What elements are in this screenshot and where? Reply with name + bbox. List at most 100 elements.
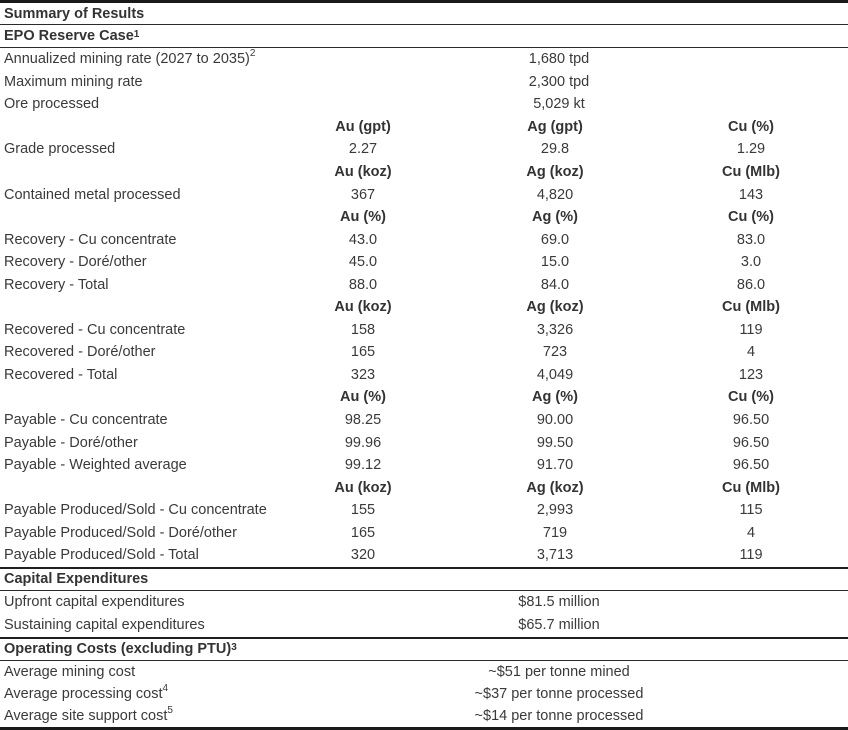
unit-au: Au (%) bbox=[340, 389, 386, 406]
table-row: Payable Produced/Sold - Doré/other 165 7… bbox=[0, 521, 848, 544]
value-au: 165 bbox=[350, 524, 376, 541]
value-au: 323 bbox=[350, 366, 376, 383]
units-header-row: Au (koz) Ag (koz) Cu (Mlb) bbox=[0, 476, 848, 499]
section-header-row: Operating Costs (excluding PTU) 3 bbox=[0, 636, 848, 661]
row-label: Average site support cost bbox=[4, 707, 168, 724]
row-label-cell: Payable - Weighted average bbox=[0, 457, 270, 473]
row-label-cell: Grade processed bbox=[0, 141, 270, 157]
unit-ag: Ag (koz) bbox=[526, 479, 584, 496]
row-value: ~$14 per tonne processed bbox=[474, 707, 644, 724]
value-ag: 3,713 bbox=[536, 547, 574, 564]
section-header-row: Capital Expenditures bbox=[0, 566, 848, 591]
row-value: ~$37 per tonne processed bbox=[474, 685, 644, 702]
row-label-cell: Recovered - Doré/other bbox=[0, 344, 270, 360]
units-header-row: Au (%) Ag (%) Cu (%) bbox=[0, 206, 848, 229]
row-label: Recovered - Doré/other bbox=[4, 344, 156, 361]
row-label: Payable - Cu concentrate bbox=[4, 412, 168, 429]
unit-cu: Cu (Mlb) bbox=[722, 299, 780, 316]
row-label-cell: Payable - Doré/other bbox=[0, 435, 270, 451]
section-header-label: EPO Reserve Case bbox=[4, 28, 134, 44]
table-row: Payable - Cu concentrate 98.25 90.00 96.… bbox=[0, 409, 848, 432]
unit-ag: Ag (%) bbox=[532, 209, 578, 226]
row-label: Recovery - Total bbox=[4, 276, 109, 293]
table-row: Payable Produced/Sold - Total 320 3,713 … bbox=[0, 544, 848, 567]
value-cu: 1.29 bbox=[736, 141, 766, 158]
row-value: $65.7 million bbox=[518, 617, 600, 634]
units-header-row: Au (koz) Ag (koz) Cu (Mlb) bbox=[0, 296, 848, 319]
value-au: 45.0 bbox=[348, 254, 378, 271]
row-label-cell: Recovery - Total bbox=[0, 277, 270, 293]
row-label-cell: Recovery - Cu concentrate bbox=[0, 232, 270, 248]
units-header-row: Au (koz) Ag (koz) Cu (Mlb) bbox=[0, 161, 848, 184]
value-au: 2.27 bbox=[348, 141, 378, 158]
unit-cu: Cu (%) bbox=[728, 209, 774, 226]
row-label: Maximum mining rate bbox=[4, 73, 143, 90]
row-value: 2,300 tpd bbox=[528, 73, 590, 90]
row-label: Recovered - Cu concentrate bbox=[4, 321, 186, 338]
value-au: 43.0 bbox=[348, 231, 378, 248]
section-header-label: Operating Costs (excluding PTU) bbox=[4, 641, 232, 658]
value-ag: 2,993 bbox=[536, 502, 574, 519]
row-label: Payable - Weighted average bbox=[4, 457, 187, 474]
value-cu: 4 bbox=[746, 524, 756, 541]
units-header-row: Au (gpt) Ag (gpt) Cu (%) bbox=[0, 116, 848, 139]
value-ag: 29.8 bbox=[540, 141, 570, 158]
unit-ag: Ag (koz) bbox=[526, 164, 584, 180]
row-label-cell: Payable - Cu concentrate bbox=[0, 412, 270, 428]
value-cu: 115 bbox=[739, 502, 763, 519]
row-label: Payable - Doré/other bbox=[4, 434, 138, 451]
row-label: Average mining cost bbox=[4, 663, 136, 680]
value-cu: 4 bbox=[746, 344, 756, 361]
table-row: Recovered - Doré/other 165 723 4 bbox=[0, 341, 848, 364]
row-label-cell: Maximum mining rate bbox=[0, 74, 270, 90]
value-cu: 96.50 bbox=[732, 412, 770, 429]
value-au: 367 bbox=[350, 186, 376, 203]
row-label-cell: Annualized mining rate (2027 to 2035)2 bbox=[0, 49, 270, 67]
table-row: Contained metal processed 367 4,820 143 bbox=[0, 183, 848, 206]
row-label-cell: Contained metal processed bbox=[0, 187, 270, 203]
unit-au: Au (koz) bbox=[334, 479, 392, 496]
value-au: 98.25 bbox=[344, 412, 382, 429]
row-label-cell: Average mining cost bbox=[0, 664, 270, 680]
value-cu: 86.0 bbox=[736, 276, 766, 293]
value-cu: 96.50 bbox=[732, 457, 770, 474]
row-label: Average processing cost bbox=[4, 685, 163, 702]
row-label: Payable Produced/Sold - Cu concentrate bbox=[4, 502, 267, 519]
table-row: Average mining cost ~$51 per tonne mined bbox=[0, 661, 848, 683]
row-label-cell: Sustaining capital expenditures bbox=[0, 617, 270, 633]
row-label: Recovery - Cu concentrate bbox=[4, 231, 177, 248]
row-label-cell: Payable Produced/Sold - Doré/other bbox=[0, 525, 270, 541]
value-au: 99.96 bbox=[344, 434, 382, 451]
value-au: 165 bbox=[350, 344, 376, 361]
value-cu: 96.50 bbox=[732, 434, 770, 451]
table-row: Maximum mining rate 2,300 tpd bbox=[0, 71, 848, 94]
row-label: Upfront capital expenditures bbox=[4, 594, 185, 611]
row-label: Grade processed bbox=[4, 141, 116, 158]
value-au: 320 bbox=[350, 547, 376, 564]
row-value: $81.5 million bbox=[518, 594, 600, 611]
table-row: Recovery - Doré/other 45.0 15.0 3.0 bbox=[0, 251, 848, 274]
value-ag: 4,820 bbox=[536, 186, 574, 203]
unit-cu: Cu (%) bbox=[728, 389, 774, 406]
unit-au: Au (koz) bbox=[334, 164, 392, 180]
value-ag: 91.70 bbox=[536, 457, 574, 474]
table-row: Ore processed 5,029 kt bbox=[0, 93, 848, 116]
value-cu: 123 bbox=[738, 366, 764, 383]
unit-au: Au (%) bbox=[340, 209, 386, 226]
row-label-cell: Payable Produced/Sold - Cu concentrate bbox=[0, 502, 270, 518]
value-cu: 143 bbox=[738, 186, 764, 203]
section-header-label: Capital Expenditures bbox=[4, 571, 149, 588]
row-label-cell: Recovery - Doré/other bbox=[0, 254, 270, 270]
value-ag: 84.0 bbox=[540, 276, 570, 293]
row-value: 5,029 kt bbox=[533, 96, 585, 113]
table-row: Payable - Doré/other 99.96 99.50 96.50 bbox=[0, 431, 848, 454]
table-row: Recovered - Total 323 4,049 123 bbox=[0, 364, 848, 387]
row-label-cell: Average processing cost4 bbox=[0, 682, 270, 702]
footnote-marker: 4 bbox=[162, 682, 169, 694]
unit-ag: Ag (gpt) bbox=[527, 118, 583, 135]
row-label: Ore processed bbox=[4, 96, 100, 113]
value-ag: 4,049 bbox=[536, 366, 574, 383]
table-row: Recovered - Cu concentrate 158 3,326 119 bbox=[0, 319, 848, 342]
unit-au: Au (gpt) bbox=[335, 118, 391, 135]
table-row: Recovery - Total 88.0 84.0 86.0 bbox=[0, 273, 848, 296]
